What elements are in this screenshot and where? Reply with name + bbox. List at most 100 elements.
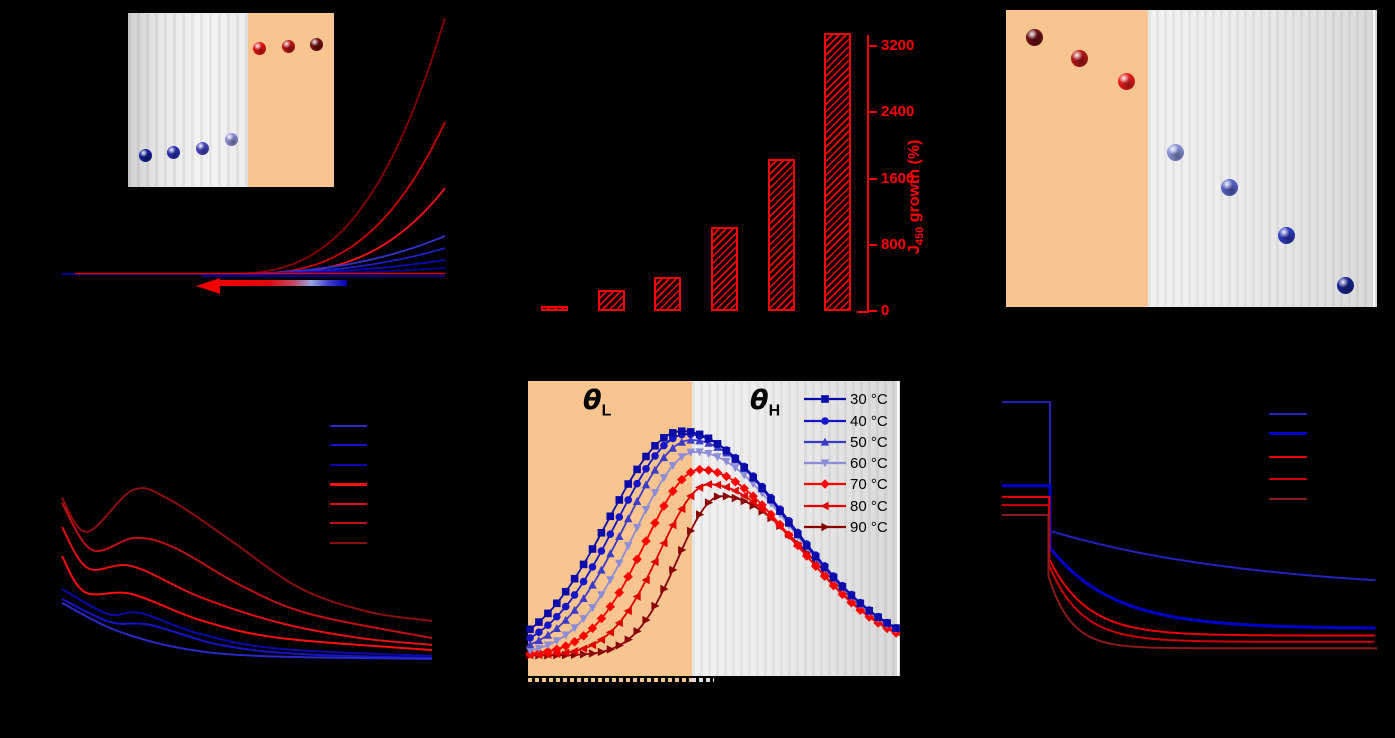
square-marker: [651, 442, 659, 450]
triangle-down-marker: [677, 453, 686, 462]
panel-jv-curves: [55, 0, 455, 315]
square-marker: [633, 465, 641, 474]
diamond-marker: [668, 486, 678, 496]
diamond-marker: [810, 561, 821, 572]
diamond-marker: [632, 554, 642, 564]
growth-bar-6: [824, 33, 851, 311]
jv-curve-blue-2: [62, 247, 446, 275]
triangle-down-marker: [632, 524, 642, 532]
transient-dark-red: [1002, 514, 1377, 650]
square-marker: [731, 454, 740, 463]
temperature-point-4: [1220, 178, 1238, 196]
legend-item-50°C: 50 °C: [804, 431, 888, 453]
inset-point-3: [224, 132, 238, 146]
square-marker: [553, 599, 561, 608]
bar-axis-tick-label: 0: [881, 302, 890, 319]
triangle-down-marker: [561, 631, 570, 640]
axis-title-rest: growth (%): [906, 139, 923, 227]
triangle-up-marker: [686, 435, 695, 444]
square-marker: [847, 591, 856, 600]
square-marker: [758, 484, 766, 493]
diamond-marker: [596, 613, 607, 624]
inset-point-5: [281, 40, 295, 54]
square-marker: [785, 519, 793, 527]
legend-item-70°C: 70 °C: [804, 473, 888, 495]
spectra-legend-swatch-0: [330, 425, 367, 427]
legend-label: 80 °C: [850, 497, 888, 515]
triangle-up-marker: [641, 480, 651, 489]
triangle-right-marker: [696, 510, 705, 519]
triangle-down-marker: [668, 462, 677, 470]
square-marker: [883, 619, 891, 627]
triangle-up-marker: [820, 437, 830, 446]
triangle-right-marker: [704, 498, 714, 507]
square-marker: [615, 496, 624, 504]
circle-marker: [660, 441, 668, 450]
bar-axis-tick-label: 800: [881, 235, 907, 253]
panel-growth-bars: 0 800 1600 2400 3200 J450 growth (%): [528, 0, 958, 335]
triangle-left-marker: [668, 520, 677, 530]
triangle-left-marker: [632, 592, 641, 601]
square-marker: [722, 446, 731, 455]
theta-gray-region: [692, 381, 900, 676]
square-marker: [579, 560, 588, 569]
legend-symbol: [804, 434, 846, 450]
bars-area: [528, 32, 858, 311]
diamond-marker: [614, 587, 624, 598]
triangle-right-marker: [651, 601, 660, 611]
inset-point-0: [139, 148, 153, 162]
growth-bar-5: [768, 159, 795, 311]
circle-marker: [588, 563, 597, 571]
square-marker: [749, 474, 757, 482]
triangle-left-marker: [561, 648, 570, 657]
transient-blue-thin: [1002, 401, 1376, 582]
legend-item-90°C: 90 °C: [804, 516, 888, 538]
triangle-left-marker: [650, 557, 659, 567]
diamond-marker: [864, 612, 874, 622]
triangle-left-marker: [739, 491, 748, 500]
triangle-right-marker: [571, 650, 580, 659]
square-marker: [669, 429, 677, 437]
triangle-up-marker: [561, 615, 570, 624]
transient-red-2: [1002, 504, 1375, 643]
scatter-gray-region: [1148, 10, 1377, 307]
square-marker: [811, 553, 820, 561]
triangle-down-marker: [606, 576, 615, 585]
theta-high-sub: H: [768, 402, 781, 420]
triangle-right-marker: [821, 522, 830, 532]
legend-label: 90 °C: [850, 518, 888, 536]
inset-point-6: [309, 37, 323, 51]
triangle-down-marker: [659, 474, 669, 483]
triangle-down-marker: [641, 506, 651, 514]
legend-label: 60 °C: [850, 454, 888, 472]
triangle-up-marker: [552, 624, 561, 632]
growth-bar-3: [654, 277, 681, 311]
circle-marker: [544, 621, 552, 629]
growth-bar-1: [541, 306, 568, 311]
theta-right-edge: [897, 381, 899, 676]
triangle-up-marker: [677, 437, 686, 446]
triangle-up-marker: [579, 594, 588, 602]
diamond-marker: [802, 551, 812, 561]
square-marker: [535, 618, 543, 626]
legend-symbol: [804, 413, 846, 429]
temperature-point-5: [1277, 226, 1295, 244]
spectrum-60: [61, 555, 433, 651]
diamond-marker: [766, 509, 776, 520]
square-marker: [838, 583, 847, 591]
diamond-marker: [685, 467, 696, 477]
triangle-right-marker: [722, 492, 731, 501]
bar-axis-title: J450 growth (%): [906, 140, 926, 254]
bar-axis-tick: [869, 111, 877, 114]
square-marker: [767, 495, 775, 504]
square-marker: [642, 452, 650, 461]
spectrum-90: [61, 487, 433, 622]
circle-marker: [535, 628, 543, 636]
log-minor-ticks-gray: [692, 678, 714, 682]
bar-axis-tick: [869, 310, 877, 312]
triangle-up-marker: [632, 496, 642, 505]
legend-symbol: [804, 519, 846, 535]
legend-label: 70 °C: [850, 475, 888, 493]
diamond-marker: [793, 540, 803, 551]
triangle-down-marker: [552, 637, 561, 646]
